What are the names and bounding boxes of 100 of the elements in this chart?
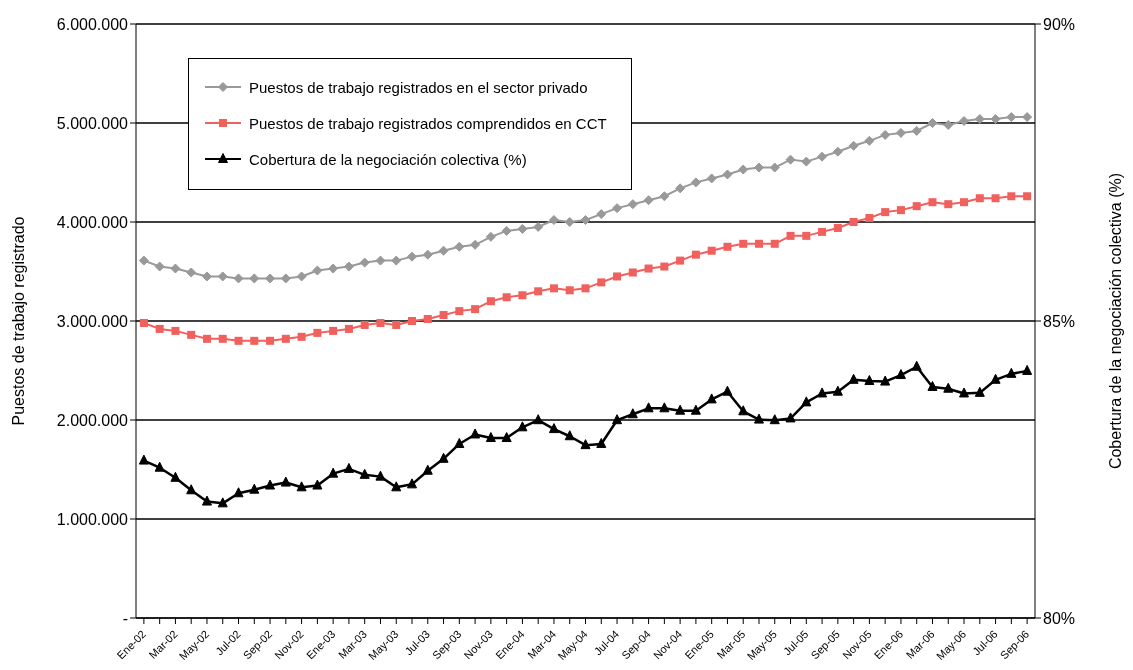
point [990, 373, 1001, 384]
point [170, 263, 181, 274]
point [297, 332, 306, 341]
point [280, 476, 291, 487]
point [313, 328, 322, 337]
point [471, 305, 480, 314]
point [517, 223, 528, 234]
point [960, 198, 969, 207]
point [375, 470, 386, 481]
y-axis-title: Puestos de trabajo registrado [9, 216, 27, 426]
point [265, 273, 276, 284]
point [738, 405, 749, 416]
point [722, 385, 733, 396]
point [659, 402, 670, 413]
point [408, 317, 417, 325]
point [927, 118, 938, 128]
point [769, 414, 780, 425]
point [690, 177, 701, 188]
point [328, 467, 339, 478]
point [266, 336, 275, 345]
point [613, 272, 622, 281]
point [833, 223, 842, 232]
point [548, 215, 559, 226]
point [896, 206, 905, 215]
point [912, 202, 921, 211]
point [738, 164, 749, 175]
point [201, 495, 212, 506]
legend-label: Cobertura de la negociación colectiva (%) [249, 150, 527, 168]
point [643, 402, 654, 413]
point [707, 246, 716, 255]
point [943, 382, 954, 393]
point [959, 116, 970, 127]
y2-tick-label: 85% [1043, 312, 1076, 330]
point [786, 231, 795, 240]
point [139, 318, 148, 327]
point [564, 217, 575, 227]
point [312, 265, 323, 276]
point [659, 191, 670, 202]
y-tick-label: 3.000.000 [56, 312, 129, 330]
y-tick-label: 1.000.000 [56, 510, 129, 528]
point [359, 468, 370, 479]
point [691, 250, 700, 259]
point [375, 255, 386, 266]
point [801, 156, 812, 167]
point [769, 162, 780, 173]
point [407, 251, 418, 262]
point [753, 413, 764, 424]
point [801, 396, 812, 407]
point [265, 479, 276, 490]
point [533, 221, 544, 232]
point [911, 125, 922, 136]
point [928, 198, 937, 207]
point [1006, 367, 1017, 378]
point [360, 320, 369, 329]
point [392, 320, 401, 329]
point [612, 203, 623, 214]
point [596, 437, 607, 448]
point [832, 146, 843, 157]
point [218, 334, 227, 343]
y-tick-label: 2.000.000 [56, 411, 129, 429]
point [660, 262, 669, 271]
point [138, 454, 149, 465]
point [233, 273, 244, 284]
point [422, 249, 433, 260]
point [391, 255, 402, 266]
point [895, 127, 906, 138]
point [329, 326, 338, 335]
point [391, 481, 402, 492]
point [1022, 112, 1033, 123]
point [848, 373, 859, 384]
y-tick-label: 5.000.000 [56, 114, 129, 132]
point [848, 140, 859, 151]
point [422, 464, 433, 475]
point [754, 239, 763, 248]
point [975, 194, 984, 203]
point [627, 199, 638, 210]
point [485, 432, 496, 443]
point [280, 273, 291, 284]
y-tick-label: - [122, 609, 128, 627]
point [944, 200, 953, 209]
point [518, 291, 527, 300]
point [217, 271, 228, 282]
point [564, 430, 575, 441]
point [596, 209, 607, 220]
point [849, 218, 858, 226]
point [581, 284, 590, 293]
point [171, 326, 180, 335]
point [455, 307, 464, 316]
y2-axis-title: Cobertura de la negociación colectiva (%) [1106, 172, 1124, 470]
point [548, 423, 559, 434]
point [690, 404, 701, 415]
point [470, 239, 481, 250]
point [991, 194, 1000, 203]
point [943, 119, 954, 130]
point [517, 421, 528, 432]
point [533, 414, 544, 425]
point [501, 432, 512, 443]
point [802, 231, 811, 240]
point [785, 412, 796, 423]
point [186, 484, 197, 495]
